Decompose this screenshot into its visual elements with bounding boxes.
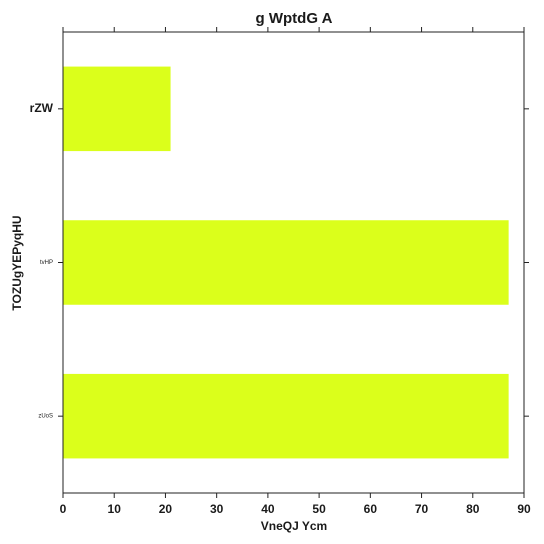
x-tick-label: 20	[159, 502, 173, 516]
y-axis-label: TOZUgYEPyqHU	[10, 215, 24, 310]
x-tick-label: 40	[261, 502, 275, 516]
y-tick-label: tvHP	[40, 260, 53, 266]
x-tick-label: 0	[60, 502, 67, 516]
bars-group	[63, 66, 509, 459]
bar-tvHP	[63, 220, 509, 305]
y-tick-label: zUoS	[38, 414, 53, 420]
y-axis-ticks: rZW tvHP zUoS	[30, 101, 529, 420]
y-tick-label: rZW	[30, 101, 54, 115]
x-tick-label: 90	[517, 502, 531, 516]
x-tick-label: 70	[415, 502, 429, 516]
bar-rZW	[63, 66, 171, 152]
x-tick-label: 30	[210, 502, 224, 516]
x-axis-label: VneQJ Ycm	[261, 519, 327, 533]
x-tick-label: 50	[312, 502, 326, 516]
chart-title: g WptdG A	[256, 10, 333, 27]
bar-zUoS	[63, 373, 509, 459]
x-axis-ticks: 0 10 20 30 40 50 60 70 80 90	[60, 27, 531, 516]
x-tick-label: 10	[108, 502, 122, 516]
x-tick-label: 60	[364, 502, 378, 516]
x-tick-label: 80	[466, 502, 480, 516]
